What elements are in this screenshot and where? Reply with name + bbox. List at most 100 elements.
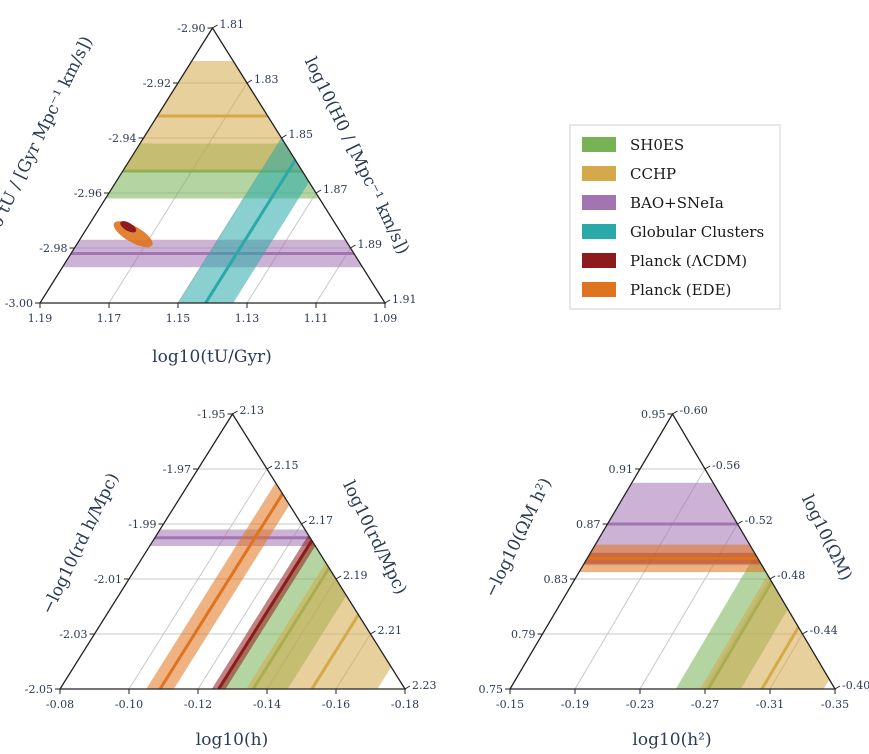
br-right-axis-label: log10(ΩM) (797, 492, 856, 584)
right-tick-label: 2.21 (378, 624, 403, 637)
right-tick-label: -0.60 (680, 404, 708, 417)
left-tick-label: -2.92 (143, 77, 171, 90)
panel-top: 1.19 1.17 1.15 1.13 1.11 1.09 -3.00 -2.98 -2.96 -… (5, 18, 417, 325)
band-globular-clusters (157, 105, 325, 303)
bottom-tick-label: -0.12 (184, 698, 212, 711)
legend-label: CCHP (630, 165, 676, 183)
bottom-tick-label: -0.08 (46, 698, 74, 711)
bl-left-axis-label: −log10(rd h/Mpc) (38, 470, 124, 618)
left-tick-label: -2.90 (177, 22, 205, 35)
panel-bottom-right: -0.15 -0.19 -0.23 -0.27 -0.31 -0.35 0.75 0.79 0.… (479, 404, 869, 711)
bottom-tick-label: -0.10 (115, 698, 143, 711)
ticks: -0.08 -0.10 -0.12 -0.14 -0.16 -0.18 -2.05 -2.03… (25, 404, 437, 711)
right-tick-label: 1.87 (323, 183, 348, 196)
left-tick-label: 0.79 (511, 628, 536, 641)
tick-mark (246, 79, 253, 84)
right-tick-label: -0.40 (842, 679, 869, 692)
bottom-tick-label: -0.18 (391, 698, 419, 711)
legend-swatch (582, 253, 616, 268)
bottom-tick-label: -0.19 (561, 698, 589, 711)
tick-mark (769, 575, 776, 580)
panel-bottom-left: -0.08 -0.10 -0.12 -0.14 -0.16 -0.18 -2.05 -2.03… (25, 404, 437, 711)
tick-mark (266, 465, 273, 470)
left-tick-label: -2.03 (59, 628, 87, 641)
tick-mark (802, 630, 808, 635)
right-tick-label: 2.23 (412, 679, 437, 692)
br-bottom-axis-label: log10(h²) (632, 730, 711, 750)
right-tick-label: -0.44 (810, 624, 838, 637)
tick-mark (281, 134, 287, 139)
band-sh0es (200, 510, 359, 689)
legend-swatch (582, 282, 616, 297)
bottom-tick-label: -0.14 (253, 698, 281, 711)
left-tick-label: -2.98 (39, 242, 67, 255)
ternary-frame (38, 26, 387, 304)
legend-frame (569, 124, 781, 310)
tick-mark (212, 24, 218, 29)
top-right-axis-label: log10(H0 / [Mpc⁻¹ km/s]) (300, 54, 413, 258)
left-tick-label: -3.00 (5, 297, 33, 310)
right-tick-label: 1.81 (220, 18, 245, 31)
ternary-frame (58, 412, 407, 690)
right-tick-label: 1.89 (358, 238, 383, 251)
ticks: 1.19 1.17 1.15 1.13 1.11 1.09 -3.00 -2.98 -2.96 -… (5, 18, 417, 325)
bottom-tick-label: -0.31 (756, 698, 784, 711)
legend-label: Globular Clusters (630, 223, 764, 241)
tick-mark (404, 685, 411, 690)
top-bottom-axis-label: log10(tU/Gyr) (152, 347, 272, 367)
tick-mark (384, 299, 391, 304)
band-centre-line (301, 599, 370, 689)
bottom-tick-label: 1.17 (97, 312, 122, 325)
ternary-frame (508, 412, 837, 690)
left-tick-label: 0.95 (641, 408, 666, 421)
left-tick-label: -2.96 (74, 187, 102, 200)
tick-mark (232, 410, 238, 415)
left-tick-label: 0.91 (609, 463, 634, 476)
left-tick-label: 0.75 (479, 683, 504, 696)
right-tick-label: 2.17 (309, 514, 334, 527)
bands (40, 61, 385, 303)
bottom-tick-label: 1.09 (373, 312, 398, 325)
right-tick-label: 2.19 (343, 569, 368, 582)
bottom-tick-label: 1.19 (28, 312, 53, 325)
left-tick-label: -2.05 (25, 683, 53, 696)
legend-label: Planck (ΛCDM) (630, 252, 747, 270)
tick-mark (737, 520, 743, 525)
planck-lcdm-blob (120, 221, 137, 233)
left-tick-label: 0.83 (544, 573, 569, 586)
legend: SH0ES CCHP BAO+SNeIa Globular Clusters Planc… (569, 124, 781, 310)
band-centre-line (198, 510, 332, 689)
band-centre-line (753, 613, 808, 689)
tick-mark (834, 685, 841, 690)
right-tick-label: 1.85 (289, 128, 314, 141)
legend-swatch (582, 195, 616, 210)
bottom-tick-label: 1.13 (235, 312, 260, 325)
left-tick-label: -1.99 (128, 518, 156, 531)
tick-mark (704, 465, 711, 470)
right-tick-label: -0.56 (712, 459, 740, 472)
legend-swatch (582, 166, 616, 181)
band-centre-line (186, 130, 315, 303)
legend-swatch (582, 137, 616, 152)
grid-line (197, 523, 302, 690)
tick-mark (672, 410, 678, 415)
band-sh0es (659, 527, 798, 689)
legend-label: SH0ES (630, 136, 684, 154)
bl-bottom-axis-label: log10(h) (196, 730, 268, 750)
right-tick-label: -0.52 (745, 514, 773, 527)
right-tick-label: 1.91 (392, 293, 417, 306)
tick-mark (350, 244, 356, 249)
legend-swatch (582, 224, 616, 239)
band-planck-cdm- (192, 504, 334, 689)
right-tick-label: 1.83 (254, 73, 279, 86)
left-tick-label: -1.95 (197, 408, 225, 421)
left-tick-label: -2.01 (94, 573, 122, 586)
ticks: -0.15 -0.19 -0.23 -0.27 -0.31 -0.35 0.75 0.79 0.… (479, 404, 869, 711)
right-tick-label: 2.15 (274, 459, 299, 472)
bottom-tick-label: -0.35 (821, 698, 849, 711)
legend-label: BAO+SNeIa (630, 194, 724, 212)
band-centre-line (134, 453, 309, 689)
right-tick-label: 2.13 (240, 404, 265, 417)
left-tick-label: 0.87 (576, 518, 601, 531)
